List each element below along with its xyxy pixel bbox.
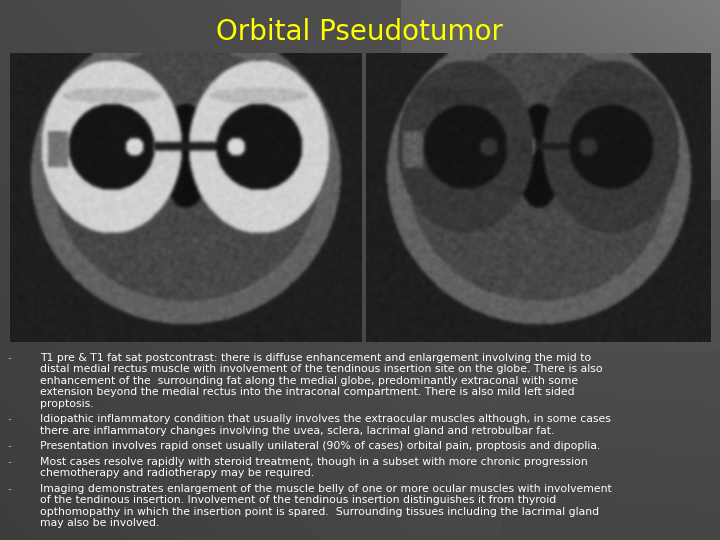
Text: chemotherapy and radiotherapy may be required.: chemotherapy and radiotherapy may be req… [40, 468, 314, 478]
Text: distal medial rectus muscle with involvement of the tendinous insertion site on : distal medial rectus muscle with involve… [40, 364, 603, 374]
Text: Most cases resolve rapidly with steroid treatment, though in a subset with more : Most cases resolve rapidly with steroid … [40, 457, 588, 467]
Text: Presentation involves rapid onset usually unilateral (90% of cases) orbital pain: Presentation involves rapid onset usuall… [40, 441, 600, 451]
Text: of the tendinous insertion. Involvement of the tendinous insertion distinguishes: of the tendinous insertion. Involvement … [40, 495, 557, 505]
Text: ·: · [8, 414, 12, 427]
Text: ·: · [8, 484, 12, 497]
Text: opthomopathy in which the insertion point is spared.  Surrounding tissues includ: opthomopathy in which the insertion poin… [40, 507, 599, 517]
Text: enhancement of the  surrounding fat along the medial globe, predominantly extrac: enhancement of the surrounding fat along… [40, 376, 578, 386]
Text: may also be involved.: may also be involved. [40, 518, 159, 528]
Text: Orbital Pseudotumor: Orbital Pseudotumor [217, 18, 503, 46]
Text: Imaging demonstrates enlargement of the muscle belly of one or more ocular muscl: Imaging demonstrates enlargement of the … [40, 484, 612, 494]
Text: ·: · [8, 457, 12, 470]
Text: proptosis.: proptosis. [40, 399, 94, 409]
Text: T1 pre & T1 fat sat postcontrast: there is diffuse enhancement and enlargement i: T1 pre & T1 fat sat postcontrast: there … [40, 353, 591, 363]
Text: ·: · [8, 353, 12, 366]
Text: there are inflammatory changes involving the uvea, sclera, lacrimal gland and re: there are inflammatory changes involving… [40, 426, 554, 436]
Text: extension beyond the medial rectus into the intraconal compartment. There is als: extension beyond the medial rectus into … [40, 387, 575, 397]
Text: Idiopathic inflammatory condition that usually involves the extraocular muscles : Idiopathic inflammatory condition that u… [40, 414, 611, 424]
Text: ·: · [8, 441, 12, 454]
